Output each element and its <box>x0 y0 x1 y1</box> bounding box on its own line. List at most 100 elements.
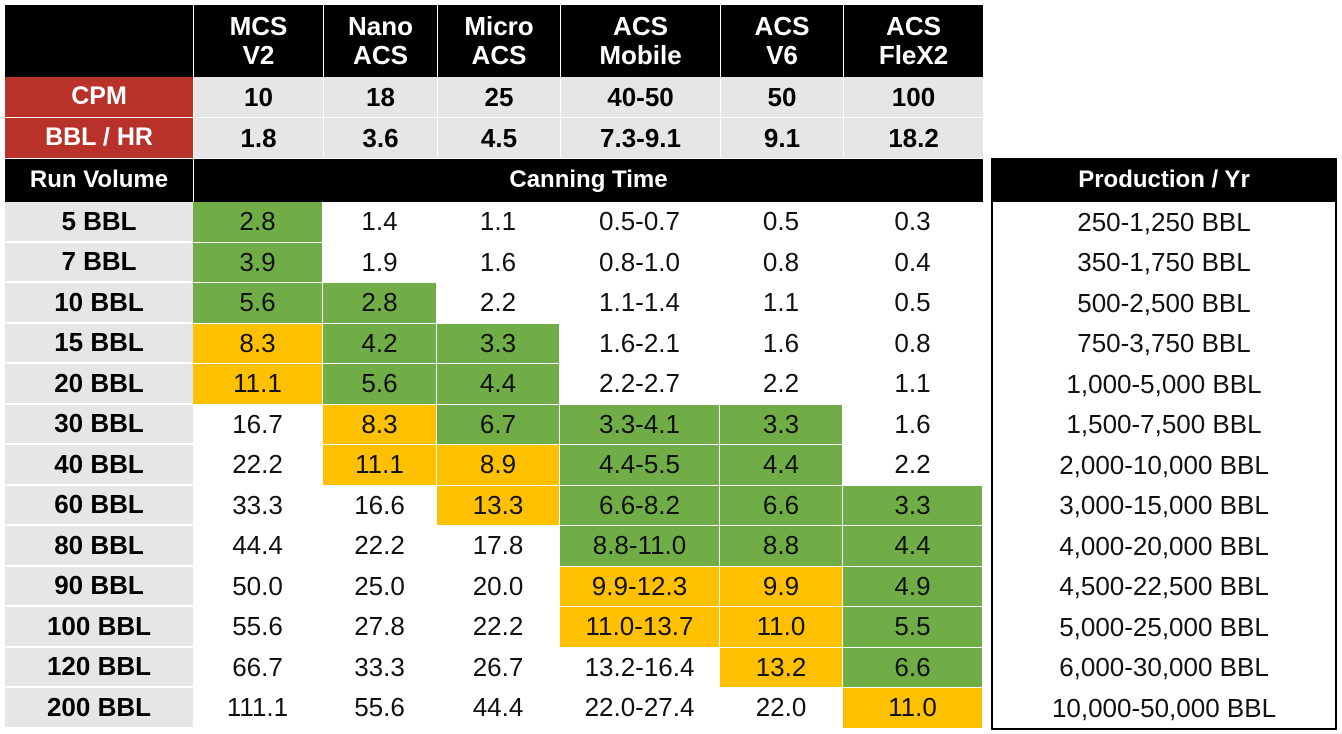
model-name-line: MCS <box>229 11 288 42</box>
run-volume: 7 BBL <box>5 242 193 283</box>
run-volume: 120 BBL <box>5 647 193 688</box>
canning-time: 1.1-1.4 <box>560 283 720 324</box>
canning-time: 2.8 <box>323 283 437 324</box>
canning-time: 0.5 <box>720 202 843 243</box>
model-header: ACS V6 <box>720 5 843 77</box>
canning-time: 2.2 <box>720 364 843 405</box>
canning-time: 11.1 <box>323 445 437 486</box>
canning-time: 0.4 <box>843 242 983 283</box>
canning-time: 0.8 <box>843 323 983 364</box>
spec-value: 9.1 <box>720 118 843 159</box>
canning-time: 55.6 <box>193 607 323 648</box>
model-name-line: Micro <box>464 11 534 42</box>
canning-time: 2.2 <box>437 283 560 324</box>
section-header: Run Volume <box>5 159 193 202</box>
canning-time: 1.6 <box>720 323 843 364</box>
canning-time: 1.6 <box>437 242 560 283</box>
canning-time: 11.0 <box>843 688 983 729</box>
canning-time: 0.8 <box>720 242 843 283</box>
canning-time: 22.2 <box>193 445 323 486</box>
canning-time: 4.9 <box>843 566 983 607</box>
canning-time: 111.1 <box>193 688 323 729</box>
canning-time: 25.0 <box>323 566 437 607</box>
canning-time: 0.3 <box>843 202 983 243</box>
canning-time: 4.4 <box>843 526 983 567</box>
production: 750-3,750 BBL <box>1077 328 1251 359</box>
canning-time: 6.6 <box>720 485 843 526</box>
canning-time: 13.2-16.4 <box>560 647 720 688</box>
canning-time: 11.0-13.7 <box>560 607 720 648</box>
spec-value: 1.8 <box>193 118 323 159</box>
model-header: Micro ACS <box>437 5 560 77</box>
spec-value: 7.3-9.1 <box>560 118 720 159</box>
canning-time: 3.3 <box>843 485 983 526</box>
run-volume: 40 BBL <box>5 445 193 486</box>
canning-time: 22.2 <box>323 526 437 567</box>
canning-time: 22.2 <box>437 607 560 648</box>
production: 4,500-22,500 BBL <box>1059 571 1269 602</box>
canning-time: 11.0 <box>720 607 843 648</box>
model-header: Nano ACS <box>323 5 437 77</box>
canning-time: 4.4 <box>437 364 560 405</box>
production: 2,000-10,000 BBL <box>1059 449 1269 480</box>
canning-time: 8.8-11.0 <box>560 526 720 567</box>
run-volume: 60 BBL <box>5 485 193 526</box>
canning-time: 1.6 <box>843 404 983 445</box>
canning-time: 2.2-2.7 <box>560 364 720 405</box>
run-volume: 20 BBL <box>5 364 193 405</box>
canning-time: 22.0-27.4 <box>560 688 720 729</box>
model-name-line: V2 <box>242 40 275 70</box>
model-header: ACS FleX2 <box>843 5 983 77</box>
spec-value: 4.5 <box>437 118 560 159</box>
canning-time: 1.1 <box>843 364 983 405</box>
canning-time: 6.7 <box>437 404 560 445</box>
model-name-line: ACS <box>754 11 810 42</box>
production: 3,000-15,000 BBL <box>1059 490 1269 521</box>
production: 6,000-30,000 BBL <box>1059 652 1269 683</box>
production: 1,500-7,500 BBL <box>1066 409 1262 440</box>
model-name-line: Nano <box>348 11 413 42</box>
canning-time: 0.5 <box>843 283 983 324</box>
model-name-line: Mobile <box>599 40 682 70</box>
canning-time: 1.4 <box>323 202 437 243</box>
production: 1,000-5,000 BBL <box>1066 368 1262 399</box>
canning-time: 55.6 <box>323 688 437 729</box>
canning-time: 3.3-4.1 <box>560 404 720 445</box>
production: 250-1,250 BBL <box>1077 206 1251 237</box>
production: 10,000-50,000 BBL <box>1051 692 1277 723</box>
canning-time: 22.0 <box>720 688 843 729</box>
spec-value: 50 <box>720 77 843 118</box>
canning-time: 5.5 <box>843 607 983 648</box>
production: 500-2,500 BBL <box>1077 287 1251 318</box>
model-name-line: ACS <box>613 11 668 42</box>
canning-time: 4.4 <box>720 445 843 486</box>
canning-time: 26.7 <box>437 647 560 688</box>
canning-time: 50.0 <box>193 566 323 607</box>
canning-time: 8.3 <box>323 404 437 445</box>
canning-time: 66.7 <box>193 647 323 688</box>
spec-value: 18 <box>323 77 437 118</box>
canning-time: 1.9 <box>323 242 437 283</box>
canning-time: 44.4 <box>437 688 560 729</box>
run-volume: 10 BBL <box>5 283 193 324</box>
run-volume: 5 BBL <box>5 202 193 243</box>
canning-time: 4.2 <box>323 323 437 364</box>
canning-time: 16.6 <box>323 485 437 526</box>
canning-time: 16.7 <box>193 404 323 445</box>
canning-time: 6.6-8.2 <box>560 485 720 526</box>
run-volume: 15 BBL <box>5 323 193 364</box>
run-volume: 30 BBL <box>5 404 193 445</box>
canning-time: 3.9 <box>193 242 323 283</box>
run-volume: 100 BBL <box>5 607 193 648</box>
run-volume: 80 BBL <box>5 526 193 567</box>
run-volume: 200 BBL <box>5 688 193 729</box>
canning-time: 1.1 <box>720 283 843 324</box>
section-header: Canning Time <box>193 159 983 202</box>
spec-value: 25 <box>437 77 560 118</box>
production: 4,000-20,000 BBL <box>1059 530 1269 561</box>
model-name-line: FleX2 <box>878 40 949 70</box>
canning-time: 2.2 <box>843 445 983 486</box>
canning-time: 9.9 <box>720 566 843 607</box>
production: 350-1,750 BBL <box>1077 247 1251 278</box>
